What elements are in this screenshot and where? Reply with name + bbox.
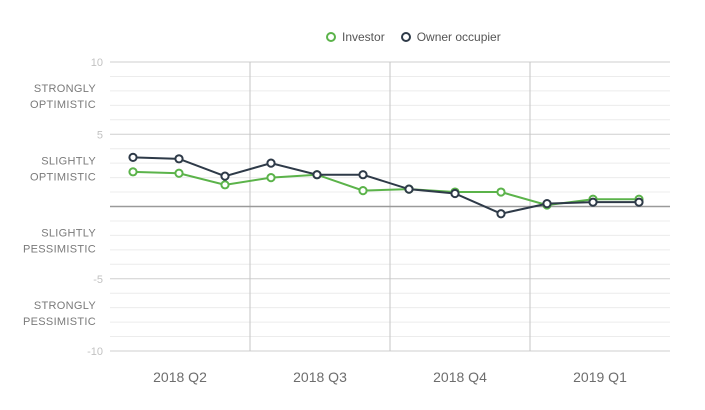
data-point-owner-occupier	[128, 152, 138, 162]
data-point-investor	[128, 167, 138, 177]
legend-label-owner-occupier: Owner occupier	[416, 30, 501, 44]
y-tick-label: -10	[87, 346, 103, 358]
data-point-owner-occupier	[496, 209, 506, 219]
data-point-investor	[496, 187, 506, 197]
legend-item-investor[interactable]: Investor	[326, 30, 385, 44]
x-tick-label: 2018 Q4	[433, 369, 487, 385]
sentiment-label: SLIGHTLY	[41, 155, 96, 167]
y-tick-label: -5	[93, 274, 103, 286]
legend-label-investor: Investor	[342, 30, 385, 44]
data-point-owner-occupier	[404, 184, 414, 194]
sentiment-label: OPTIMISTIC	[30, 171, 96, 183]
x-tick-label: 2018 Q2	[153, 369, 207, 385]
sentiment-label: PESSIMISTIC	[23, 244, 96, 256]
sentiment-label: STRONGLY	[34, 83, 96, 95]
data-point-owner-occupier	[634, 197, 644, 207]
data-point-owner-occupier	[358, 170, 368, 180]
legend-swatch-investor	[326, 32, 336, 42]
y-tick-label: 5	[97, 129, 103, 141]
data-point-owner-occupier	[450, 188, 460, 199]
data-point-investor	[220, 180, 230, 190]
data-point-owner-occupier	[312, 170, 322, 180]
sentiment-label: OPTIMISTIC	[30, 99, 96, 111]
data-point-investor	[174, 168, 184, 178]
data-point-owner-occupier	[220, 171, 230, 181]
y-tick-label: 10	[91, 57, 103, 69]
x-tick-label: 2018 Q3	[293, 369, 347, 385]
data-point-owner-occupier	[174, 154, 184, 164]
series-line-investor	[132, 170, 639, 207]
data-point-owner-occupier	[266, 158, 276, 168]
data-point-owner-occupier	[588, 197, 598, 207]
series-line-owner-occupier	[132, 156, 639, 215]
sentiment-label: PESSIMISTIC	[23, 316, 96, 328]
sentiment-label: SLIGHTLY	[41, 228, 96, 240]
data-point-investor	[358, 186, 368, 196]
legend-swatch-owner-occupier	[400, 32, 411, 42]
data-point-investor	[266, 173, 276, 183]
data-point-owner-occupier	[542, 199, 552, 209]
x-tick-label: 2019 Q1	[573, 369, 627, 385]
chart-legend: Investor Owner occupier	[326, 30, 517, 44]
legend-item-owner-occupier[interactable]: Owner occupier	[400, 30, 501, 44]
sentiment-label: STRONGLY	[34, 300, 96, 312]
